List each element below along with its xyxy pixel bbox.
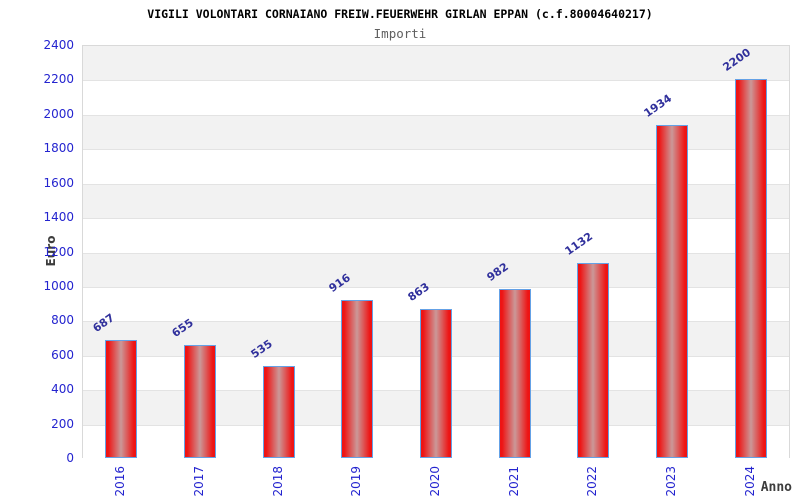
- y-tick-label: 1000: [43, 278, 74, 293]
- bar: [184, 345, 216, 458]
- bar: [498, 289, 531, 458]
- chart-title: VIGILI VOLONTARI CORNAIANO FREIW.FEUERWE…: [147, 7, 653, 21]
- x-tick-label: 2017: [192, 466, 206, 497]
- x-tick-label: 2024: [742, 466, 757, 497]
- x-tick-label: 2022: [585, 466, 600, 497]
- x-tick-label: 2023: [664, 466, 678, 497]
- grid-band: [83, 46, 789, 81]
- bar: [262, 365, 295, 458]
- x-tick-label: 2021: [506, 466, 521, 497]
- y-tick-label: 1400: [43, 210, 74, 225]
- bar: [577, 263, 610, 458]
- y-tick-label: 1600: [43, 175, 74, 190]
- bar: [341, 300, 374, 458]
- bar: [734, 79, 767, 458]
- y-tick-label: 600: [51, 347, 74, 362]
- y-tick-label: 0: [66, 451, 74, 465]
- x-tick-label: 2016: [113, 466, 128, 497]
- y-tick-label: 800: [51, 313, 74, 328]
- y-tick-label: 1800: [43, 141, 74, 156]
- bar: [656, 125, 688, 458]
- bar: [105, 339, 138, 458]
- y-tick-label: 400: [51, 382, 74, 397]
- y-tick-label: 2400: [43, 38, 74, 52]
- x-axis-title: Anno: [760, 480, 792, 495]
- x-tick-label: 2018: [270, 466, 285, 497]
- x-tick-label: 2020: [428, 466, 442, 497]
- y-tick-label: 200: [51, 416, 74, 431]
- y-tick-label: 1200: [43, 244, 74, 259]
- grid-band: [83, 80, 789, 115]
- chart-subtitle: Importi: [373, 26, 427, 41]
- y-tick-label: 2200: [43, 72, 74, 87]
- bar: [420, 309, 452, 458]
- x-tick-label: 2019: [349, 466, 364, 497]
- y-tick-label: 2000: [43, 106, 74, 121]
